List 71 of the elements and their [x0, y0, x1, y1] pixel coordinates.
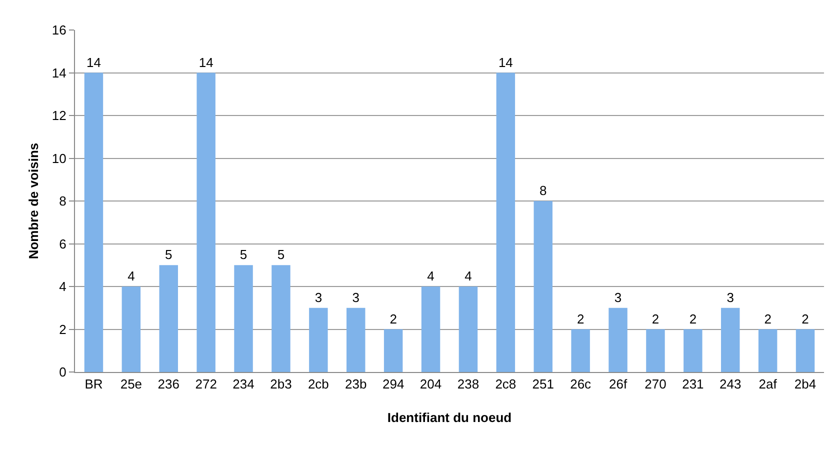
y-tick-label: 6 — [59, 236, 66, 252]
y-tick-label: 10 — [52, 150, 66, 166]
bar — [234, 265, 253, 372]
bar — [646, 329, 665, 372]
x-tick-label: 231 — [682, 376, 704, 392]
x-tick-label: BR — [84, 376, 103, 392]
bar — [196, 72, 216, 372]
x-tick-label: 204 — [420, 376, 442, 392]
bar — [122, 286, 141, 372]
x-tick-label: 2b3 — [270, 376, 292, 392]
bar — [496, 72, 516, 372]
y-tick-label: 0 — [59, 364, 66, 380]
x-tick-label: 2af — [758, 376, 778, 392]
bar — [384, 329, 403, 372]
y-tick-label: 2 — [59, 322, 66, 337]
data-label: 5 — [240, 247, 248, 262]
x-tick-label: 243 — [720, 376, 742, 392]
bar — [272, 265, 290, 372]
bar — [684, 329, 702, 372]
x-tick-label: 2cb — [308, 376, 329, 392]
x-tick-label: 26c — [570, 376, 592, 392]
y-tick-label: 8 — [59, 194, 66, 209]
x-tick-label: 25e — [120, 376, 142, 392]
x-tick-label: 251 — [532, 376, 554, 392]
bar — [721, 308, 740, 372]
data-label: 2 — [689, 311, 697, 326]
x-tick-label: 238 — [457, 376, 480, 392]
x-tick-label: 26f — [608, 376, 628, 392]
x-tick-label: 236 — [158, 376, 180, 392]
data-label: 2 — [802, 311, 809, 326]
x-axis-title: Identifiant du noeud — [387, 410, 512, 426]
bar — [796, 329, 815, 372]
data-label: 3 — [726, 290, 734, 305]
x-tick-label: 2c8 — [495, 376, 516, 392]
bar — [84, 72, 104, 372]
x-tick-label: 234 — [232, 376, 254, 392]
bar — [421, 286, 440, 372]
x-tick-label: 272 — [195, 376, 217, 392]
y-tick-label: 12 — [52, 108, 66, 124]
data-label: 3 — [614, 290, 622, 305]
data-label: 5 — [165, 247, 172, 262]
data-label: 2 — [576, 311, 584, 326]
y-tick-label: 16 — [52, 22, 66, 38]
x-tick-label: 23b — [345, 376, 367, 392]
data-label: 3 — [314, 290, 322, 305]
bar — [309, 308, 328, 372]
data-label: 4 — [427, 268, 434, 284]
data-label: 14 — [86, 54, 101, 70]
data-label: 8 — [540, 183, 547, 198]
bar — [534, 201, 552, 372]
data-label: 2 — [390, 311, 397, 326]
bar — [458, 286, 478, 372]
x-tick-label: 294 — [382, 376, 404, 392]
bar — [346, 308, 366, 372]
bar — [608, 308, 628, 372]
x-tick-label: 270 — [644, 376, 666, 392]
y-tick-label: 14 — [52, 65, 66, 80]
data-label: 4 — [128, 268, 135, 284]
data-label: 2 — [652, 311, 660, 326]
x-tick-label: 2b4 — [794, 376, 816, 392]
data-label: 14 — [198, 54, 214, 70]
data-label: 3 — [352, 290, 360, 305]
bar — [758, 329, 778, 372]
data-label: 14 — [498, 54, 513, 70]
y-axis-title: Nombre de voisins — [26, 142, 41, 260]
data-label: 4 — [464, 268, 472, 284]
y-tick-label: 4 — [59, 279, 66, 294]
bar — [571, 329, 590, 372]
data-label: 2 — [764, 311, 772, 326]
bar — [159, 265, 178, 372]
data-label: 5 — [277, 247, 285, 262]
